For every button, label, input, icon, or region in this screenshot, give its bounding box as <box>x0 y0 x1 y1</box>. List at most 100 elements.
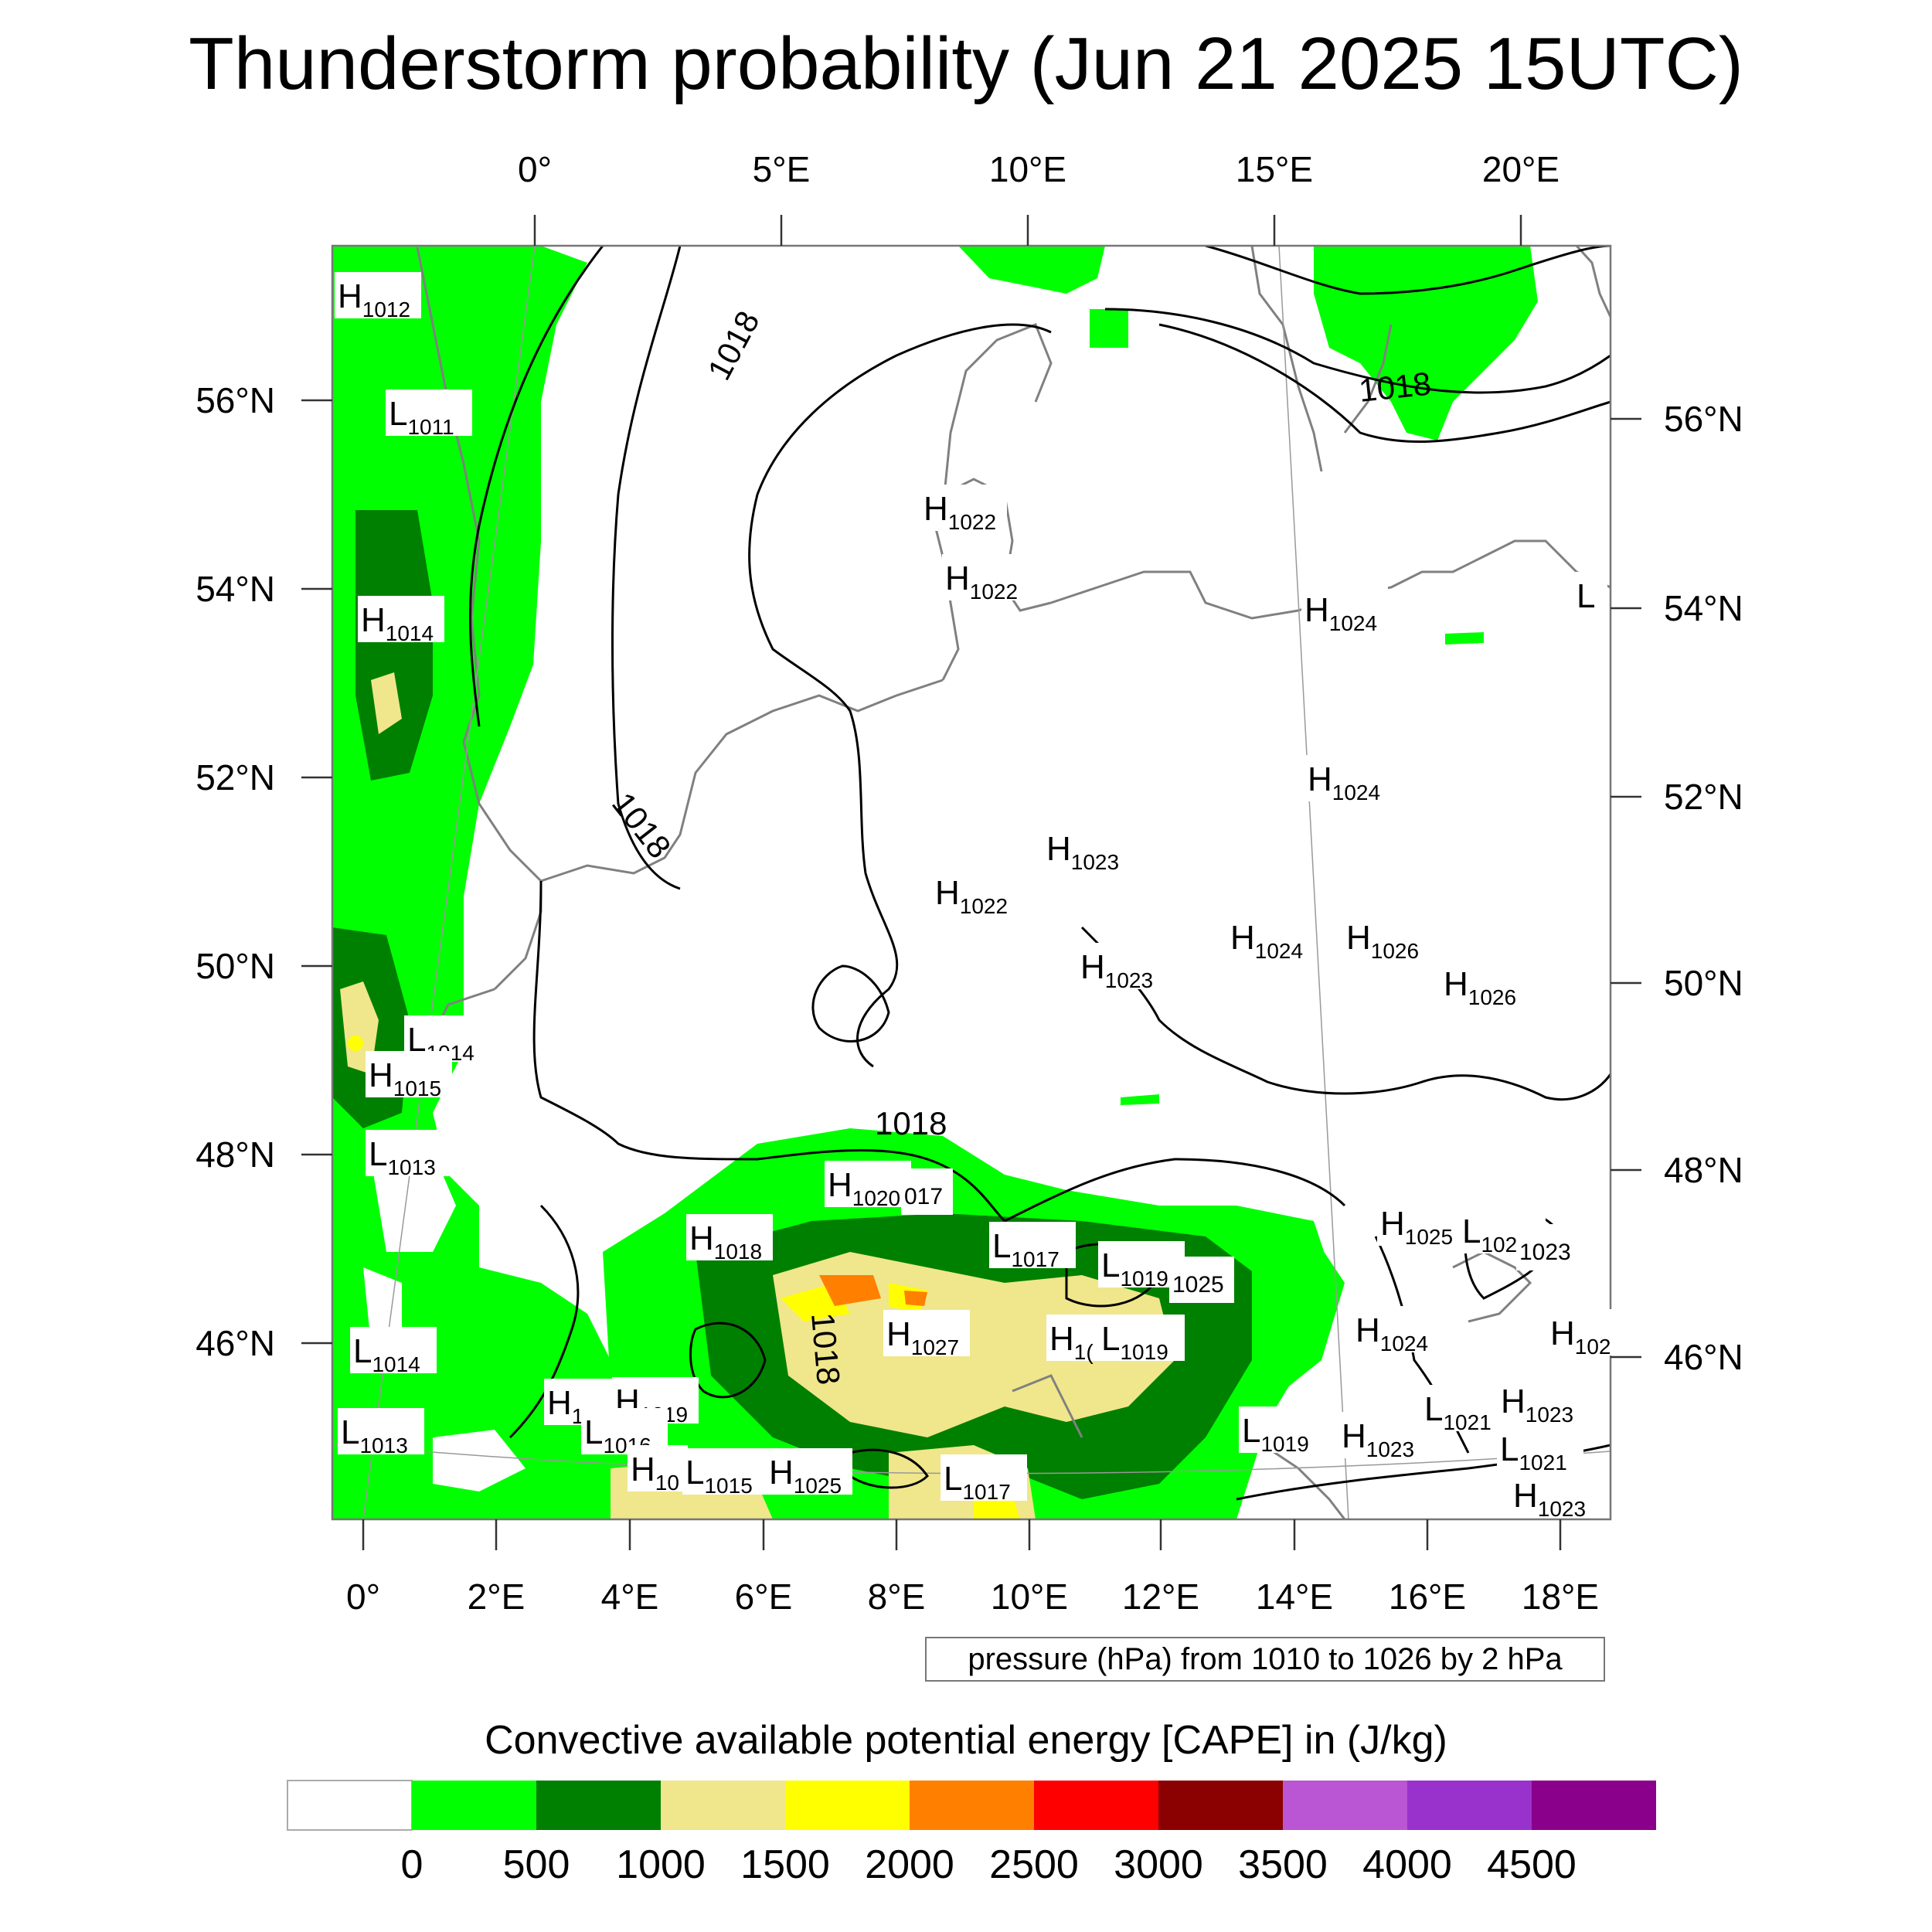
pressure-value-label: 1023 <box>1519 1240 1571 1265</box>
left-axis-label: 54°N <box>196 569 275 609</box>
top-axis-label: 5°E <box>753 149 811 189</box>
right-axis-label: 52°N <box>1664 777 1743 817</box>
high-pressure-label: H1024 <box>1308 760 1380 804</box>
pressure-center-box <box>901 1168 953 1215</box>
pressure-center-box <box>989 1222 1076 1268</box>
pressure-center-box <box>1169 1257 1234 1303</box>
pressure-center-box <box>1343 913 1430 960</box>
left-axis-label: 56°N <box>196 380 275 420</box>
low-pressure-label: L1017 <box>992 1227 1060 1271</box>
cape-region-north-1 <box>958 246 1105 294</box>
colorbar-boxes <box>287 1780 1656 1831</box>
colorbar-swatch <box>287 1780 413 1831</box>
right-axis-labels: 56°N 54°N 52°N 50°N 48°N 46°N <box>1664 399 1743 1377</box>
map-title: Thunderstorm probability (Jun 21 2025 15… <box>189 22 1743 105</box>
colorbar-swatch <box>910 1781 1034 1830</box>
high-pressure-label: H1015 <box>369 1056 441 1100</box>
cape-region-west-dark <box>355 510 433 781</box>
cape-region-west-khaki2 <box>371 672 402 734</box>
high-pressure-label: H1( <box>1049 1320 1094 1364</box>
bottom-axis-label: 10°E <box>991 1577 1068 1617</box>
pressure-center-box <box>386 389 472 436</box>
low-pressure-label: L1011 <box>389 395 454 439</box>
high-pressure-label: H1023 <box>1046 830 1119 874</box>
pressure-center-box <box>825 1161 911 1207</box>
high-pressure-label: H1023 <box>1080 948 1153 992</box>
low-pressure-label: L1019 <box>1101 1320 1168 1364</box>
bottom-axis-label: 16°E <box>1389 1577 1466 1617</box>
bottom-axis-label: 0° <box>346 1577 380 1617</box>
map-frame <box>331 244 1612 1521</box>
pressure-center-box <box>1304 755 1391 801</box>
top-axis-label: 10°E <box>989 149 1066 189</box>
colorbar-swatch <box>785 1781 910 1830</box>
left-axis-label: 48°N <box>196 1134 275 1175</box>
colorbar-tick-label: 0 <box>401 1842 423 1887</box>
pressure-center-box <box>1227 913 1314 960</box>
colorbar-tick-label: 3500 <box>1238 1842 1328 1887</box>
pressure-center-box <box>628 1445 688 1492</box>
high-pressure-label: H1024 <box>1230 919 1303 963</box>
pressure-center-box <box>1421 1385 1508 1431</box>
pressure-center-box <box>1440 960 1527 1006</box>
high-pressure-label: H102 <box>1550 1315 1611 1359</box>
pressure-center-box <box>942 554 1029 600</box>
high-pressure-label: H1018 <box>689 1219 762 1264</box>
low-pressure-label: L1013 <box>341 1413 408 1458</box>
colorbar-swatch <box>1158 1781 1283 1830</box>
top-axis-label: 20°E <box>1482 149 1560 189</box>
high-pressure-label: H1024 <box>1355 1311 1428 1355</box>
isobar-label: 1018 <box>875 1105 947 1141</box>
pressure-center-box <box>1338 1412 1425 1458</box>
colorbar-swatch <box>661 1781 785 1830</box>
pressure-center-box <box>1498 1377 1584 1423</box>
high-pressure-label: H10 <box>631 1451 679 1495</box>
high-pressure-label: H1022 <box>923 490 996 534</box>
pressure-center-box <box>366 1130 452 1176</box>
pressure-center-box <box>1547 1309 1621 1355</box>
pressure-center-box <box>1516 1224 1581 1270</box>
high-pressure-label: H1025 <box>769 1454 842 1498</box>
low-pressure-label: L <box>1577 577 1595 615</box>
bottom-axis-label: 18°E <box>1522 1577 1599 1617</box>
pressure-center-box <box>686 1214 773 1260</box>
high-pressure-label: H1024 <box>1304 591 1377 635</box>
colorbar-tick-label: 3000 <box>1114 1842 1203 1887</box>
low-pressure-label: L1021 <box>1500 1430 1567 1475</box>
colorbar-labels: 0 500 1000 1500 2000 2500 3000 3500 4000 4500 <box>401 1842 1577 1887</box>
low-pressure-label: L1019 <box>1101 1247 1168 1291</box>
cape-region-south-yellow3 <box>974 1495 1020 1519</box>
right-axis-label: 50°N <box>1664 963 1743 1003</box>
colorbar-swatch <box>536 1781 661 1830</box>
high-pressure-label: H1023 <box>1342 1417 1414 1461</box>
bottom-axis-labels: 0° 2°E 4°E 6°E 8°E 10°E 12°E 14°E 16°E 1… <box>346 1577 1599 1617</box>
left-axis-label: 52°N <box>196 757 275 798</box>
cape-region-north-5 <box>1121 1094 1159 1105</box>
top-axis-labels: 0° 5°E 10°E 15°E 20°E <box>518 149 1560 189</box>
colorbar-tick-label: 2500 <box>989 1842 1079 1887</box>
high-pressure-label: H1020 <box>828 1166 900 1210</box>
low-pressure-label: L1015 <box>685 1454 753 1498</box>
pressure-center-box <box>1043 825 1130 871</box>
right-axis-label: 56°N <box>1664 399 1743 439</box>
bottom-axis-label: 8°E <box>868 1577 926 1617</box>
top-axis-label: 15°E <box>1236 149 1313 189</box>
high-pressure-label: H1012 <box>338 277 410 321</box>
cape-region-south-orange2 <box>904 1291 927 1306</box>
colorbar-swatch <box>412 1781 536 1830</box>
pressure-center-box <box>920 485 1007 531</box>
pressure-center-box <box>1352 1306 1439 1352</box>
isobar-label: 1018 <box>1357 365 1433 409</box>
left-axis-label: 46°N <box>196 1323 275 1363</box>
bottom-axis-label: 12°E <box>1122 1577 1199 1617</box>
colorbar-tick-label: 1000 <box>616 1842 706 1887</box>
colorbar-title: Convective available potential energy [C… <box>485 1718 1447 1763</box>
pressure-note: pressure (hPa) from 1010 to 1026 by 2 hP… <box>925 1637 1605 1682</box>
pressure-center-box <box>1573 572 1607 618</box>
isobar-label: 1018 <box>804 1311 847 1386</box>
colorbar-tick-label: 500 <box>503 1842 570 1887</box>
pressure-center-box <box>682 1448 769 1495</box>
right-axis-label: 46°N <box>1664 1337 1743 1377</box>
